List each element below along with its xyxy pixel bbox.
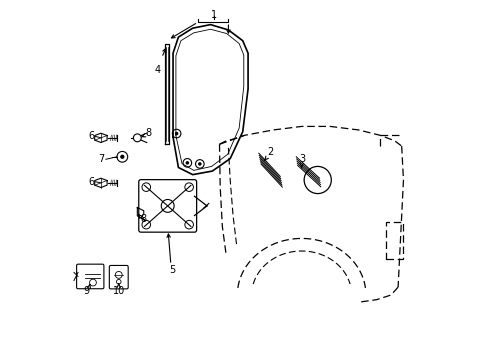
Text: 7: 7 bbox=[98, 154, 104, 164]
Text: 8: 8 bbox=[145, 128, 151, 138]
Text: 8: 8 bbox=[141, 214, 146, 224]
Text: 9: 9 bbox=[83, 287, 89, 296]
Text: 2: 2 bbox=[266, 147, 273, 157]
Circle shape bbox=[121, 156, 123, 158]
Circle shape bbox=[175, 132, 177, 135]
Circle shape bbox=[186, 162, 188, 164]
Text: 10: 10 bbox=[112, 287, 124, 296]
Text: 6: 6 bbox=[88, 131, 94, 141]
Text: 3: 3 bbox=[299, 154, 305, 164]
Text: 1: 1 bbox=[211, 10, 217, 20]
Text: 4: 4 bbox=[155, 65, 161, 75]
Text: 5: 5 bbox=[169, 265, 175, 275]
Bar bbox=[385, 222, 402, 259]
Circle shape bbox=[198, 163, 201, 165]
Text: 6: 6 bbox=[88, 177, 94, 187]
